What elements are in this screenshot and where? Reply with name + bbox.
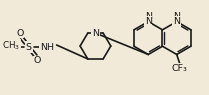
Text: N: N [92, 29, 99, 38]
Text: O: O [16, 29, 23, 38]
Text: O: O [16, 29, 23, 38]
Text: N: N [173, 12, 180, 21]
Text: O: O [34, 56, 41, 65]
Text: S: S [26, 42, 32, 51]
Text: CH$_3$: CH$_3$ [2, 40, 20, 52]
Text: CH$_3$: CH$_3$ [2, 40, 20, 52]
Text: N: N [145, 12, 152, 21]
Text: N: N [92, 29, 99, 38]
Text: CF₃: CF₃ [172, 64, 188, 73]
Text: N: N [173, 17, 180, 26]
Text: S: S [25, 42, 32, 52]
Text: NH: NH [40, 42, 54, 51]
Text: N: N [145, 17, 152, 26]
Text: O: O [34, 56, 41, 65]
Text: NH: NH [40, 42, 54, 51]
